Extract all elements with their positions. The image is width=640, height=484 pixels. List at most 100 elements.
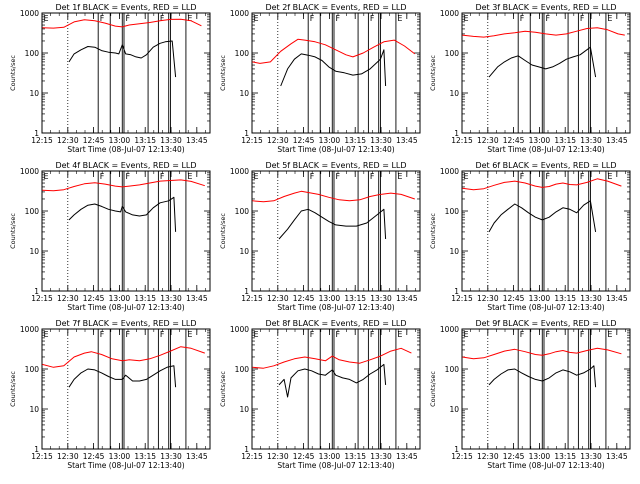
series-lld-line: [462, 347, 622, 360]
flag-label: F: [580, 330, 585, 339]
y-axis-title: Counts/sec: [429, 55, 437, 91]
y-axis-title: Counts/sec: [9, 371, 17, 407]
y-tick-label: 1: [454, 287, 459, 296]
x-tick-label: 13:45: [396, 136, 418, 145]
flag-label: F: [520, 14, 525, 23]
y-tick-label: 1000: [440, 167, 459, 176]
x-tick-label: 13:45: [606, 294, 628, 303]
y-tick-label: 1: [34, 287, 39, 296]
axis-frame: [461, 170, 631, 292]
y-tick-label: 100: [445, 207, 460, 216]
x-tick-label: 13:15: [134, 294, 156, 303]
flag-label: F: [160, 330, 165, 339]
flag-label: E: [464, 330, 469, 339]
y-tick-label: 100: [445, 365, 460, 374]
flag-label: F: [125, 14, 130, 23]
y-tick-label: 1000: [20, 9, 39, 18]
x-axis-title: Start Time (08-Jul-07 12:13:40): [277, 461, 394, 470]
y-tick-label: 10: [29, 89, 39, 98]
flag-label: F: [520, 330, 525, 339]
flag-label: F: [335, 330, 340, 339]
x-tick-label: 13:30: [580, 452, 602, 461]
x-tick-label: 13:30: [160, 136, 182, 145]
x-tick-label: 13:00: [319, 136, 341, 145]
x-tick-label: 13:00: [529, 136, 551, 145]
flag-label: F: [370, 330, 375, 339]
x-tick-label: 13:00: [529, 294, 551, 303]
y-axis-title: Counts/sec: [9, 213, 17, 249]
flag-label: E: [397, 330, 402, 339]
flag-label: F: [545, 14, 550, 23]
x-tick-label: 12:15: [451, 452, 473, 461]
flag-label: F: [310, 172, 315, 181]
flag-label: E: [44, 14, 49, 23]
x-tick-label: 12:15: [31, 452, 53, 461]
flag-label: E: [397, 14, 402, 23]
x-tick-label: 13:45: [186, 294, 208, 303]
y-tick-label: 10: [449, 89, 459, 98]
y-tick-label: 100: [235, 365, 250, 374]
y-tick-label: 10: [239, 247, 249, 256]
x-tick-label: 13:15: [344, 452, 366, 461]
axis-frame: [461, 328, 631, 450]
y-tick-label: 100: [235, 207, 250, 216]
series-events-line: [278, 363, 387, 398]
y-tick-label: 10: [449, 405, 459, 414]
y-tick-label: 1: [244, 445, 249, 454]
y-tick-label: 10: [239, 89, 249, 98]
flag-label: F: [160, 172, 165, 181]
x-tick-label: 13:30: [580, 136, 602, 145]
series-lld-line: [42, 179, 205, 192]
y-tick-label: 1000: [230, 325, 249, 334]
y-tick-label: 1000: [440, 325, 459, 334]
x-tick-label: 12:15: [31, 136, 53, 145]
x-tick-label: 12:30: [477, 452, 499, 461]
x-tick-label: 13:00: [109, 452, 131, 461]
flag-label: E: [254, 330, 259, 339]
x-tick-label: 13:15: [134, 452, 156, 461]
series-events-line: [488, 365, 597, 388]
y-axis-title: Counts/sec: [9, 55, 17, 91]
x-tick-label: 13:45: [186, 452, 208, 461]
x-tick-label: 13:30: [370, 294, 392, 303]
series-lld-line: [252, 190, 415, 203]
x-tick-label: 12:30: [267, 136, 289, 145]
x-tick-label: 12:45: [293, 136, 315, 145]
y-axis-title: Counts/sec: [219, 371, 227, 407]
flag-label: E: [464, 14, 469, 23]
x-tick-label: 13:15: [344, 136, 366, 145]
x-axis-title: Start Time (08-Jul-07 12:13:40): [487, 145, 604, 154]
y-tick-label: 1000: [230, 9, 249, 18]
x-tick-label: 13:45: [396, 294, 418, 303]
flag-label: F: [335, 14, 340, 23]
series-events-line: [488, 200, 597, 233]
y-tick-label: 100: [25, 207, 40, 216]
y-tick-label: 1000: [440, 9, 459, 18]
series-lld-line: [42, 346, 205, 368]
panel-1: Det 1f BLACK = Events, RED = LLD 1 10 100 10…: [9, 3, 211, 154]
x-tick-label: 13:30: [370, 452, 392, 461]
flag-label: F: [125, 330, 130, 339]
x-tick-label: 12:30: [57, 294, 79, 303]
series-events-line: [280, 49, 387, 87]
flag-label: F: [370, 172, 375, 181]
y-tick-label: 1: [34, 445, 39, 454]
x-tick-label: 12:45: [83, 294, 105, 303]
axis-frame: [41, 170, 211, 292]
series-events-line: [68, 196, 177, 232]
axis-frame: [251, 170, 421, 292]
flag-label: E: [187, 172, 192, 181]
x-axis-title: Start Time (08-Jul-07 12:13:40): [487, 461, 604, 470]
panel-6: Det 6f BLACK = Events, RED = LLD 1 10 100 10…: [429, 161, 631, 312]
series-events-line: [68, 40, 177, 78]
y-tick-label: 100: [25, 365, 40, 374]
panel-3: Det 3f BLACK = Events, RED = LLD 1 10 100 10…: [429, 3, 631, 154]
flag-label: E: [187, 330, 192, 339]
x-tick-label: 13:00: [109, 294, 131, 303]
panel-5: Det 5f BLACK = Events, RED = LLD 1 10 100 10…: [219, 161, 421, 312]
x-tick-label: 13:45: [606, 136, 628, 145]
series-lld-line: [252, 347, 412, 369]
y-tick-label: 100: [235, 49, 250, 58]
x-axis-title: Start Time (08-Jul-07 12:13:40): [277, 145, 394, 154]
